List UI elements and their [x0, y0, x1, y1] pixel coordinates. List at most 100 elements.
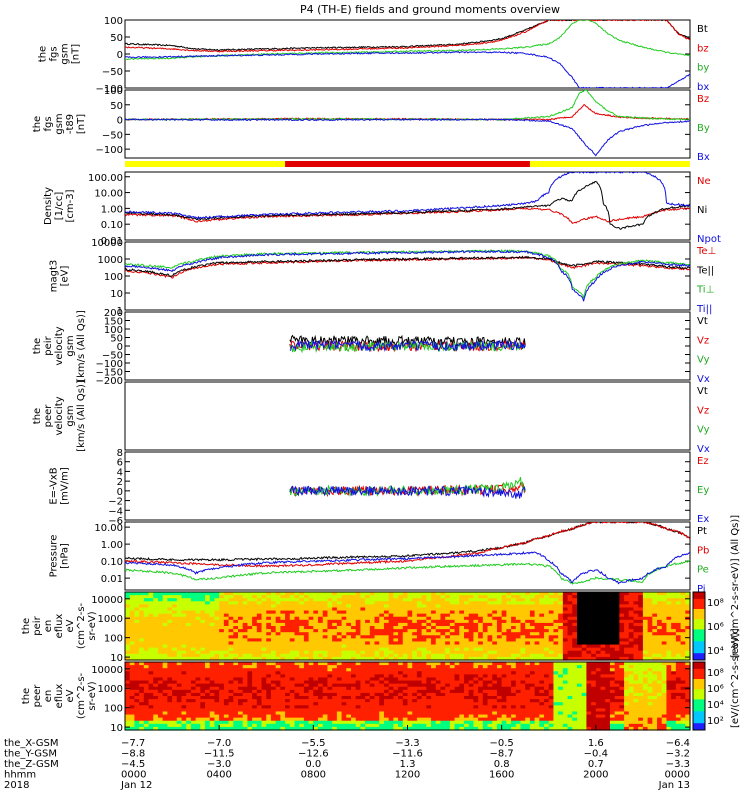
heatmap-cell: [379, 689, 385, 694]
heatmap-cell: [341, 696, 347, 700]
heatmap-cell: [285, 613, 291, 618]
heatmap-cell: [675, 601, 682, 605]
heatmap-cell: [186, 683, 192, 688]
heatmap-cell: [294, 656, 300, 661]
heatmap-cell: [468, 674, 475, 679]
heatmap-cell: [200, 686, 206, 691]
heatmap-cell: [129, 613, 136, 618]
heatmap-cell: [233, 616, 239, 621]
heatmap-cell: [228, 650, 234, 655]
heatmap-cell: [416, 616, 423, 621]
heatmap-cell: [511, 714, 517, 719]
heatmap-cell: [176, 692, 183, 697]
heatmap-cell: [440, 635, 446, 639]
heatmap-cell: [322, 680, 329, 685]
heatmap-cell: [416, 699, 423, 703]
heatmap-cell: [162, 689, 168, 694]
heatmap-cell: [336, 708, 343, 713]
heatmap-cell: [407, 683, 413, 688]
heatmap-cell: [266, 616, 272, 621]
heatmap-cell: [567, 613, 573, 618]
heatmap-cell: [591, 622, 597, 627]
heatmap-cell: [539, 671, 545, 675]
heatmap-cell: [454, 626, 460, 630]
heatmap-cell: [539, 656, 545, 661]
heatmap-cell: [355, 613, 362, 618]
heatmap-cell: [219, 626, 225, 630]
heatmap-cell: [181, 616, 187, 621]
heatmap-cell: [299, 638, 305, 643]
heatmap-cell: [412, 607, 418, 612]
heatmap-cell: [365, 677, 371, 682]
heatmap-cell: [402, 595, 409, 599]
heatmap-cell: [525, 644, 531, 649]
heatmap-cell: [172, 665, 178, 669]
y-axis-label: the: [21, 618, 32, 634]
heatmap-cell: [181, 644, 187, 649]
heatmap-cell: [336, 613, 343, 618]
heatmap-cell: [383, 671, 390, 675]
heatmap-cell: [680, 613, 686, 618]
heatmap-cell: [482, 616, 489, 621]
heatmap-cell: [652, 629, 658, 633]
heatmap-cell: [351, 650, 357, 655]
heatmap-cell: [266, 607, 272, 612]
heatmap-cell: [200, 644, 206, 649]
heatmap-cell: [228, 629, 234, 633]
heatmap-cell: [280, 641, 286, 646]
heatmap-cell: [591, 607, 597, 612]
heatmap-cell: [162, 616, 168, 621]
heatmap-cell: [666, 647, 672, 652]
heatmap-cell: [492, 604, 498, 609]
heatmap-cell: [299, 711, 305, 716]
heatmap-cell: [209, 711, 216, 716]
heatmap-cell: [506, 616, 512, 621]
heatmap-cell: [525, 711, 531, 716]
heatmap-cell: [383, 647, 390, 652]
heatmap-cell: [416, 708, 423, 713]
heatmap-cell: [459, 635, 465, 639]
heatmap-cell: [511, 683, 517, 688]
heatmap-cell: [355, 668, 362, 672]
heatmap-cell: [398, 705, 404, 709]
heatmap-cell: [332, 619, 338, 624]
heatmap-cell: [591, 595, 597, 599]
heatmap-cell: [515, 607, 522, 612]
heatmap-cell: [313, 674, 319, 679]
heatmap-cell: [172, 604, 178, 609]
heatmap-cell: [162, 629, 168, 633]
heatmap-cell: [449, 680, 456, 685]
heatmap-cell: [143, 632, 150, 636]
heatmap-cell: [642, 650, 649, 655]
heatmap-cell: [393, 647, 399, 652]
heatmap-cell: [299, 692, 305, 697]
heatmap-cell: [492, 662, 498, 666]
heatmap-cell: [628, 626, 635, 630]
heatmap-cell: [416, 668, 423, 672]
heatmap-cell: [440, 607, 446, 612]
heatmap-cell: [454, 680, 460, 685]
heatmap-cell: [661, 629, 668, 633]
heatmap-cell: [586, 656, 592, 661]
heatmap-cell: [609, 592, 616, 596]
heatmap-cell: [327, 674, 333, 679]
heatmap-cell: [647, 607, 653, 612]
heatmap-cell: [657, 626, 663, 630]
heatmap-cell: [275, 592, 281, 596]
heatmap-cell: [195, 699, 201, 703]
heatmap-cell: [148, 650, 154, 655]
heatmap-cell: [520, 607, 526, 612]
heatmap-cell: [181, 641, 187, 646]
heatmap-cell: [162, 696, 168, 700]
heatmap-cell: [642, 619, 649, 624]
heatmap-cell: [398, 714, 404, 719]
heatmap-cell: [355, 635, 362, 639]
heatmap-cell: [614, 626, 620, 630]
heatmap-cell: [351, 699, 357, 703]
heatmap-cell: [336, 668, 343, 672]
heatmap-cell: [454, 638, 460, 643]
heatmap-cell: [661, 650, 668, 655]
heatmap-cell: [487, 711, 493, 716]
heatmap-cell: [205, 644, 211, 649]
heatmap-cell: [581, 626, 588, 630]
